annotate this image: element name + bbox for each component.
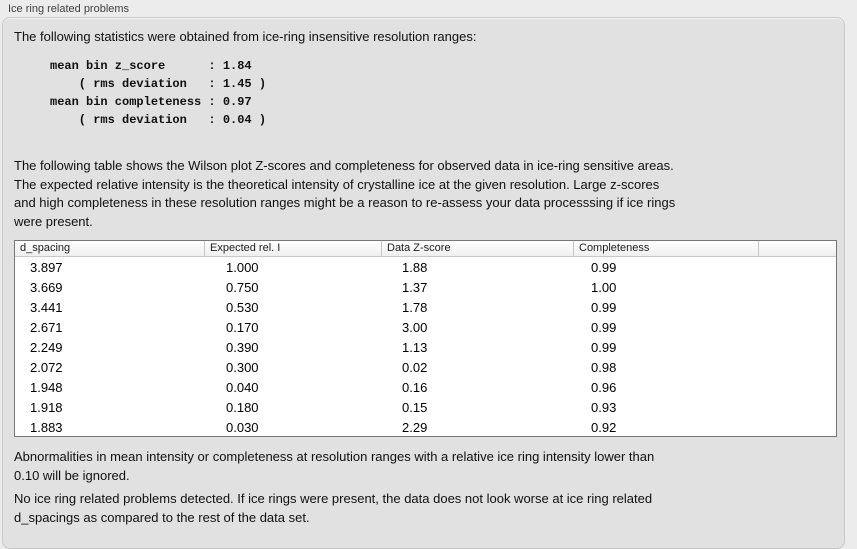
cell-data-z-score: 0.16 <box>402 379 428 395</box>
cell-completeness: 0.96 <box>591 379 617 395</box>
table-row[interactable]: 1.883 0.030 2.29 0.92 <box>15 417 836 436</box>
group-box: The following statistics were obtained f… <box>2 17 845 549</box>
table-row[interactable]: 2.072 0.300 0.02 0.98 <box>15 357 836 377</box>
table-row[interactable]: 2.249 0.390 1.13 0.99 <box>15 337 836 357</box>
table-header-row: d_spacing Expected rel. I Data Z-score C… <box>15 241 836 257</box>
cell-data-z-score: 1.13 <box>402 339 428 355</box>
cell-completeness: 0.93 <box>591 399 617 415</box>
table-row[interactable]: 3.897 1.000 1.88 0.99 <box>15 257 836 277</box>
note-text: Abnormalities in mean intensity or compl… <box>14 449 655 483</box>
cell-d-spacing: 1.883 <box>30 419 63 435</box>
cell-data-z-score: 1.37 <box>402 279 428 295</box>
cell-completeness: 0.92 <box>591 419 617 435</box>
cell-d-spacing: 2.072 <box>30 359 63 375</box>
cell-completeness: 0.99 <box>591 299 617 315</box>
cell-expected-rel-i: 0.040 <box>226 379 259 395</box>
cell-d-spacing: 3.441 <box>30 299 63 315</box>
table-row[interactable]: 3.669 0.750 1.37 1.00 <box>15 277 836 297</box>
cell-expected-rel-i: 1.000 <box>226 259 259 275</box>
column-header-expected-rel-i: Expected rel. I <box>204 241 381 256</box>
cell-expected-rel-i: 0.750 <box>226 279 259 295</box>
cell-completeness: 0.99 <box>591 259 617 275</box>
cell-completeness: 0.98 <box>591 359 617 375</box>
cell-data-z-score: 1.88 <box>402 259 428 275</box>
panel-title: Ice ring related problems <box>8 3 130 15</box>
stats-block: mean bin z_score : 1.84 ( rms deviation … <box>50 59 267 127</box>
column-header-empty <box>758 241 836 256</box>
table-row[interactable]: 1.918 0.180 0.15 0.93 <box>15 397 836 417</box>
cell-d-spacing: 3.669 <box>30 279 63 295</box>
cell-d-spacing: 1.918 <box>30 399 63 415</box>
cell-expected-rel-i: 0.030 <box>226 419 259 435</box>
cell-completeness: 0.99 <box>591 339 617 355</box>
cell-expected-rel-i: 0.300 <box>226 359 259 375</box>
cell-d-spacing: 1.948 <box>30 379 63 395</box>
cell-d-spacing: 3.897 <box>30 259 63 275</box>
description-text: The following table shows the Wilson plo… <box>14 158 676 229</box>
table-row[interactable]: 1.948 0.040 0.16 0.96 <box>15 377 836 397</box>
cell-expected-rel-i: 0.390 <box>226 339 259 355</box>
intro-text: The following statistics were obtained f… <box>14 29 477 44</box>
column-header-d-spacing: d_spacing <box>20 242 71 254</box>
table-row[interactable]: 3.441 0.530 1.78 0.99 <box>15 297 836 317</box>
cell-completeness: 0.99 <box>591 319 617 335</box>
cell-data-z-score: 0.02 <box>402 359 428 375</box>
column-header-completeness: Completeness <box>573 241 758 256</box>
cell-data-z-score: 0.15 <box>402 399 428 415</box>
table-body: 3.897 1.000 1.88 0.99 3.669 0.750 1.37 1… <box>15 257 836 436</box>
cell-data-z-score: 2.29 <box>402 419 428 435</box>
column-header-data-z-score: Data Z-score <box>381 241 573 256</box>
conclusion-text: No ice ring related problems detected. I… <box>14 491 653 525</box>
cell-data-z-score: 1.78 <box>402 299 428 315</box>
table-row[interactable]: 2.671 0.170 3.00 0.99 <box>15 317 836 337</box>
cell-d-spacing: 2.249 <box>30 339 63 355</box>
cell-expected-rel-i: 0.530 <box>226 299 259 315</box>
cell-expected-rel-i: 0.180 <box>226 399 259 415</box>
ice-ring-table: d_spacing Expected rel. I Data Z-score C… <box>14 240 837 437</box>
cell-data-z-score: 3.00 <box>402 319 428 335</box>
cell-expected-rel-i: 0.170 <box>226 319 259 335</box>
cell-d-spacing: 2.671 <box>30 319 63 335</box>
cell-completeness: 1.00 <box>591 279 617 295</box>
